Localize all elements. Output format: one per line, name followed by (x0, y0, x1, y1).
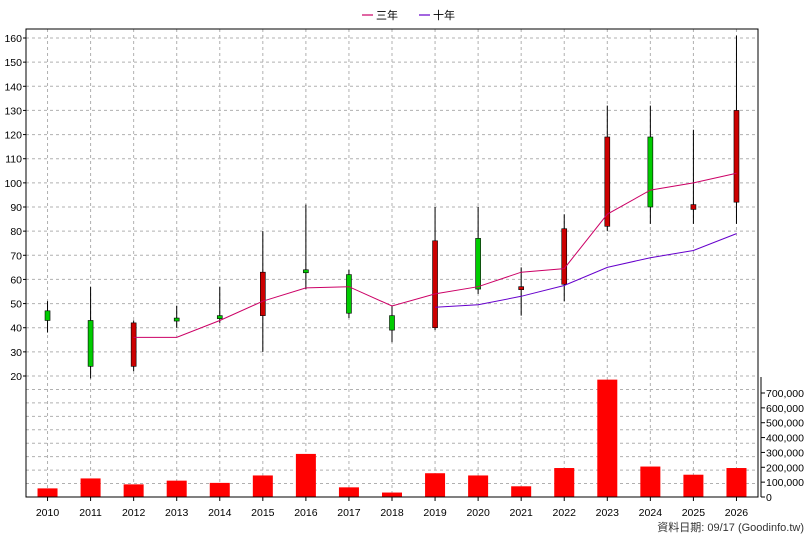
volume-bar (511, 486, 532, 497)
volume-tick-label: 0 (766, 492, 772, 504)
series-line (133, 172, 737, 338)
price-tick-label: 130 (4, 105, 22, 117)
candle-body (604, 136, 611, 227)
candle-body (733, 110, 740, 203)
candle-body (346, 274, 352, 314)
candle-body (475, 238, 481, 290)
x-tick-label: 2016 (294, 507, 318, 519)
footer-text: 資料日期: 09/17 (Goodinfo.tw) (657, 520, 804, 534)
volume-bar (726, 468, 747, 497)
series-line (435, 233, 737, 308)
price-tick-label: 80 (10, 226, 22, 238)
candle-body (303, 269, 309, 274)
volume-tick-label: 200,000 (766, 462, 804, 474)
price-tick-label: 40 (10, 323, 22, 335)
price-axis-ticks: 20 30 40 50 60 70 80 90 100 110 120 130 140 150 160 (4, 33, 26, 383)
moving-average-lines (133, 172, 737, 338)
x-tick-label: 2024 (639, 507, 663, 519)
x-tick-label: 2025 (682, 507, 706, 519)
legend: 三年 十年 (362, 8, 455, 22)
price-tick-label: 150 (4, 57, 22, 69)
candle-body (518, 286, 524, 290)
x-tick-label: 2010 (36, 507, 60, 519)
x-axis-ticks: 2010 2011 2012 2013 2014 2015 2016 2017 2018 2019… (36, 497, 748, 519)
volume-bar (123, 484, 144, 497)
volume-tick-label: 500,000 (766, 418, 804, 430)
price-tick-label: 160 (4, 33, 22, 45)
volume-tick-label: 300,000 (766, 447, 804, 459)
candle-body (87, 320, 94, 367)
x-tick-label: 2013 (165, 507, 189, 519)
legend-label: 三年 (376, 8, 398, 22)
candlesticks (44, 35, 740, 379)
price-tick-label: 30 (10, 347, 22, 359)
x-tick-label: 2011 (79, 507, 102, 519)
volume-axis-ticks: 0 100,000 200,000 300,000 400,000 500,000 600,… (760, 377, 804, 504)
candle-body (173, 317, 180, 322)
x-tick-label: 2023 (596, 507, 620, 519)
x-tick-label: 2018 (380, 507, 404, 519)
candle-body (216, 315, 223, 319)
x-tick-label: 2017 (337, 507, 361, 519)
price-tick-label: 140 (4, 81, 22, 93)
candle-body (260, 271, 266, 316)
volume-bar (166, 480, 187, 497)
x-tick-label: 2020 (466, 507, 490, 519)
volume-bar (640, 466, 661, 497)
price-tick-label: 120 (4, 130, 22, 142)
x-tick-label: 2015 (251, 507, 275, 519)
volume-bar (338, 487, 359, 497)
price-tick-label: 90 (10, 202, 22, 214)
candle-body (44, 310, 51, 321)
x-tick-label: 2019 (423, 507, 447, 519)
volume-tick-label: 400,000 (766, 433, 804, 445)
volume-bar (683, 474, 704, 497)
volume-bars (37, 379, 747, 497)
candle-body (130, 322, 137, 367)
x-tick-label: 2021 (509, 507, 533, 519)
x-tick-label: 2022 (553, 507, 577, 519)
x-tick-label: 2026 (725, 507, 749, 519)
candle-body (561, 228, 568, 285)
volume-bar (468, 475, 489, 497)
volume-bar (80, 478, 101, 497)
volume-bar (382, 492, 402, 497)
price-tick-label: 70 (10, 250, 22, 262)
volume-bar (554, 468, 575, 497)
x-tick-label: 2012 (122, 507, 146, 519)
volume-bar (295, 453, 316, 497)
volume-tick-label: 100,000 (766, 477, 804, 489)
volume-bar (252, 475, 273, 497)
volume-tick-label: 700,000 (766, 388, 804, 400)
price-tick-label: 100 (4, 178, 22, 190)
price-tick-label: 110 (5, 154, 22, 166)
price-tick-label: 20 (10, 371, 22, 383)
price-tick-label: 60 (10, 274, 22, 286)
candle-body (647, 136, 654, 208)
volume-bar (597, 379, 618, 497)
price-tick-label: 50 (10, 299, 22, 311)
x-tick-label: 2014 (208, 507, 232, 519)
volume-bar (425, 473, 446, 497)
candle-body (389, 315, 395, 331)
volume-tick-label: 600,000 (766, 403, 804, 415)
legend-label: 十年 (433, 8, 455, 22)
volume-bar (37, 488, 58, 497)
candle-body (690, 204, 697, 210)
volume-bar (209, 482, 230, 497)
candle-body (432, 240, 438, 329)
